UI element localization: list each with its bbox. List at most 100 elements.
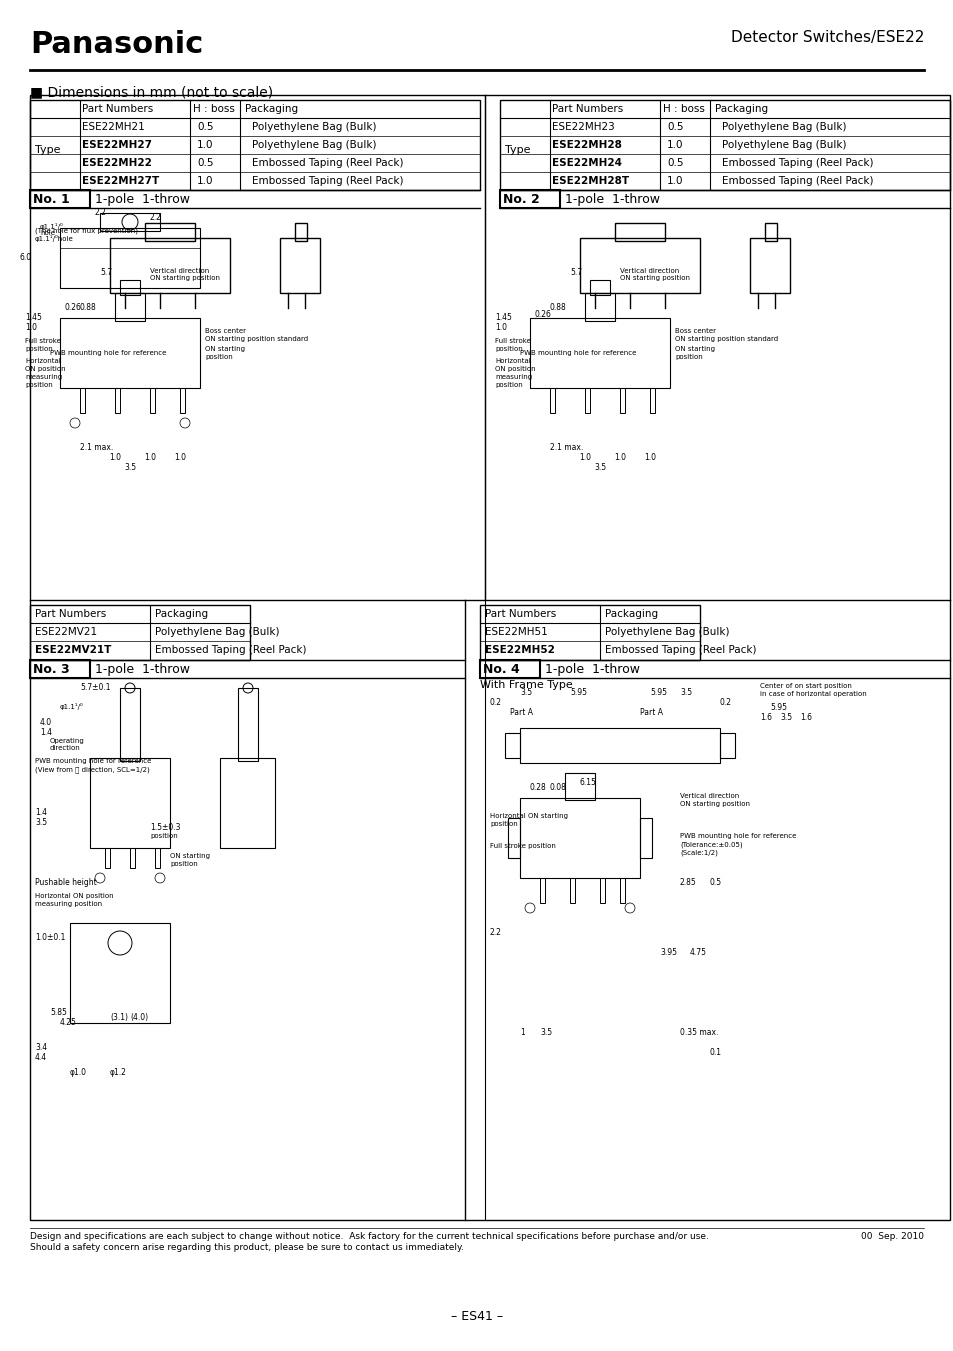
Text: 1.0: 1.0: [25, 323, 37, 332]
Text: 2.2: 2.2: [150, 213, 162, 222]
Text: Part A: Part A: [639, 708, 662, 717]
Bar: [649, 388, 655, 413]
Text: Polyethylene Bag (Bulk): Polyethylene Bag (Bulk): [154, 627, 279, 638]
Text: (4.0): (4.0): [130, 1013, 148, 1021]
Text: ESE22MH52: ESE22MH52: [484, 644, 555, 655]
Text: Panasonic: Panasonic: [30, 30, 203, 59]
Text: PWB mounting hole for reference: PWB mounting hole for reference: [50, 350, 166, 357]
Text: 4.0: 4.0: [40, 717, 52, 727]
Text: direction: direction: [50, 744, 81, 751]
Bar: [504, 734, 519, 758]
Bar: [507, 817, 519, 858]
Bar: [619, 388, 624, 413]
Text: No. 1: No. 1: [33, 193, 70, 205]
Text: 1.0: 1.0: [109, 453, 121, 462]
Bar: [589, 280, 609, 295]
Bar: [530, 317, 669, 388]
Bar: [584, 293, 615, 322]
Text: position: position: [205, 354, 233, 359]
Text: 1.0: 1.0: [196, 176, 213, 186]
Text: Pushable height: Pushable height: [35, 878, 96, 888]
Text: position: position: [490, 821, 517, 827]
Text: Packaging: Packaging: [604, 609, 658, 619]
Text: 3.5: 3.5: [780, 713, 791, 721]
Text: 0.2: 0.2: [720, 698, 731, 707]
Text: Boss center: Boss center: [205, 328, 246, 334]
Text: 3.5: 3.5: [539, 1028, 552, 1038]
Bar: [60, 317, 200, 388]
Text: Type: Type: [504, 145, 530, 155]
Text: Polyethylene Bag (Bulk): Polyethylene Bag (Bulk): [252, 122, 376, 132]
Text: 5.7: 5.7: [569, 267, 581, 277]
Text: 5.7: 5.7: [100, 267, 112, 277]
Text: 1.0: 1.0: [666, 141, 682, 150]
Bar: [599, 878, 604, 902]
Bar: [584, 388, 589, 413]
Text: Full stroke position: Full stroke position: [490, 843, 556, 848]
Text: 3.5: 3.5: [519, 688, 532, 697]
Text: 1.0: 1.0: [578, 453, 590, 462]
Bar: [70, 923, 170, 1023]
Text: 0.5: 0.5: [196, 158, 213, 168]
Bar: [479, 605, 700, 661]
Text: 0.28: 0.28: [530, 784, 546, 792]
Bar: [639, 817, 651, 858]
Text: 1.0: 1.0: [643, 453, 656, 462]
Bar: [115, 293, 145, 322]
Text: 3.5: 3.5: [679, 688, 691, 697]
Text: ESE22MV21: ESE22MV21: [35, 627, 97, 638]
Bar: [220, 758, 274, 848]
Bar: [479, 661, 539, 678]
Text: Embossed Taping (Reel Pack): Embossed Taping (Reel Pack): [154, 644, 306, 655]
Text: 6.0: 6.0: [20, 254, 32, 262]
Text: H : boss: H : boss: [193, 104, 234, 113]
Text: Detector Switches/ESE22: Detector Switches/ESE22: [730, 30, 923, 45]
Text: ON starting: ON starting: [205, 346, 245, 353]
Text: 3.4: 3.4: [35, 1043, 47, 1052]
Text: 1.4: 1.4: [40, 728, 52, 738]
Text: 5.95: 5.95: [769, 703, 786, 712]
Text: PWB mounting hole for reference: PWB mounting hole for reference: [679, 834, 796, 839]
Bar: [110, 238, 230, 293]
Text: φ1.1¹/⁰hole: φ1.1¹/⁰hole: [35, 235, 73, 242]
Text: Type: Type: [35, 145, 60, 155]
Text: position: position: [675, 354, 702, 359]
Text: φ1.1¹/⁰: φ1.1¹/⁰: [40, 223, 64, 230]
Text: Operating: Operating: [50, 738, 85, 744]
Bar: [30, 100, 479, 190]
Text: Embossed Taping (Reel Pack): Embossed Taping (Reel Pack): [604, 644, 756, 655]
Text: 5.95: 5.95: [649, 688, 666, 697]
Bar: [90, 758, 170, 848]
Bar: [569, 878, 575, 902]
Text: measuring: measuring: [25, 374, 62, 380]
Text: ESE22MH51: ESE22MH51: [484, 627, 547, 638]
Text: With Frame Type: With Frame Type: [479, 680, 572, 690]
Text: Polyethylene Bag (Bulk): Polyethylene Bag (Bulk): [604, 627, 729, 638]
Text: Part A: Part A: [510, 708, 533, 717]
Text: ON starting position: ON starting position: [619, 276, 689, 281]
Bar: [499, 100, 949, 190]
Text: φ1.0: φ1.0: [70, 1069, 87, 1077]
Bar: [105, 848, 110, 867]
Text: (3.1): (3.1): [110, 1013, 128, 1021]
Bar: [280, 238, 319, 293]
Text: 1.6: 1.6: [760, 713, 771, 721]
Bar: [180, 388, 185, 413]
Text: 3.5: 3.5: [124, 463, 136, 471]
Text: measuring position: measuring position: [35, 901, 102, 907]
Text: 0.5: 0.5: [709, 878, 721, 888]
Bar: [294, 223, 307, 240]
Text: Full stroke: Full stroke: [495, 338, 530, 345]
Text: No. 3: No. 3: [33, 663, 70, 676]
Text: 3.95: 3.95: [659, 948, 677, 957]
Text: Part Numbers: Part Numbers: [82, 104, 153, 113]
Text: position: position: [25, 382, 52, 388]
Text: φ1.1¹/⁰: φ1.1¹/⁰: [60, 703, 84, 711]
Bar: [60, 228, 200, 288]
Text: in case of horizontal operation: in case of horizontal operation: [760, 690, 866, 697]
Bar: [237, 688, 257, 761]
Text: 2.85: 2.85: [679, 878, 696, 888]
Text: Embossed Taping (Reel Pack): Embossed Taping (Reel Pack): [721, 176, 873, 186]
Text: – ES41 –: – ES41 –: [451, 1310, 502, 1323]
Text: ESE22MH24: ESE22MH24: [552, 158, 621, 168]
